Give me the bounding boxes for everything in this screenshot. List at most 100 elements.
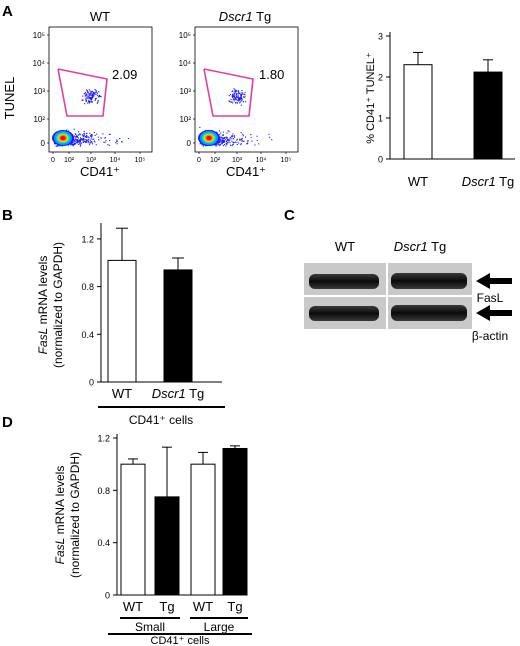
flow-event-dot xyxy=(225,145,227,147)
flow-event-dot xyxy=(240,104,242,106)
flow-event-dot xyxy=(239,138,241,140)
flow-event-dot xyxy=(75,133,77,135)
flow-event-dot xyxy=(103,141,105,143)
flow-event-dot xyxy=(219,143,221,145)
blot-col-wt: WT xyxy=(335,239,355,254)
flow-event-dot xyxy=(67,144,69,146)
flow-event-dot xyxy=(240,98,242,100)
flow-event-dot xyxy=(235,98,237,100)
flow-event-dot xyxy=(86,89,88,91)
bar-2 xyxy=(190,463,216,596)
category-label-0: WT xyxy=(408,174,428,189)
panel-d-letter: D xyxy=(2,414,13,431)
flow-event-dot xyxy=(80,143,82,145)
flow-event-dot xyxy=(91,90,93,92)
flow-event-dot xyxy=(107,144,109,146)
flow-event-dot xyxy=(91,101,93,103)
flow-event-dot xyxy=(85,100,87,102)
flow-event-dot xyxy=(221,139,223,141)
flow-event-dot xyxy=(79,137,81,139)
flow-event-dot xyxy=(116,141,118,143)
flow-event-dot xyxy=(233,95,235,97)
flow-event-dot xyxy=(93,131,95,133)
flow-event-dot xyxy=(89,98,91,100)
flow-left-gate xyxy=(57,68,108,117)
flow-event-dot xyxy=(245,101,247,103)
flow-event-dot xyxy=(85,136,87,138)
flow-event-dot xyxy=(233,91,235,93)
flow-event-dot xyxy=(81,138,83,140)
category-label-3: Tg xyxy=(227,599,242,614)
flow-event-dot xyxy=(237,97,239,99)
flow-event-dot xyxy=(77,139,79,141)
flow-event-dot xyxy=(76,142,78,144)
flow-event-dot xyxy=(78,142,80,144)
flow-event-dot xyxy=(84,92,86,94)
flow-event-dot xyxy=(230,101,232,103)
flow-event-dot xyxy=(220,132,222,134)
flow-event-dot xyxy=(78,141,80,143)
flow-event-dot xyxy=(96,102,98,104)
flow-event-dot xyxy=(238,93,240,95)
category-label-italic: Dscr1 xyxy=(152,386,186,401)
flow-event-dot xyxy=(85,97,87,99)
flow-event-dot xyxy=(241,140,243,142)
flow-event-dot xyxy=(225,143,227,145)
flow-event-dot xyxy=(80,138,82,140)
flow-event-dot xyxy=(241,90,243,92)
flow-event-dot xyxy=(89,139,91,141)
flow-event-dot xyxy=(228,140,230,142)
flow-event-dot xyxy=(232,93,234,95)
flow-event-dot xyxy=(229,101,231,103)
flow-event-dot xyxy=(80,139,82,141)
flow-event-dot xyxy=(240,143,242,145)
flow-event-dot xyxy=(79,134,81,136)
flow-event-dot xyxy=(55,145,57,147)
flow-xtick-label: 10⁴ xyxy=(256,157,267,164)
flow-event-dot xyxy=(234,95,236,97)
category-label-1: Tg xyxy=(159,599,174,614)
flow-event-dot xyxy=(82,135,84,137)
flow-event-dot xyxy=(199,126,201,128)
flow-event-dot xyxy=(219,138,221,140)
flow-event-dot xyxy=(235,89,237,91)
flow-event-dot xyxy=(83,133,85,135)
flow-xtick-label: 10⁵ xyxy=(135,157,146,164)
flow-event-dot xyxy=(74,142,76,144)
flow-event-dot xyxy=(84,141,86,143)
flow-event-dot xyxy=(239,98,241,100)
flow-event-dot xyxy=(227,140,229,142)
flow-ytick-label: 10⁵ xyxy=(179,31,191,40)
flow-event-dot xyxy=(234,141,236,143)
flow-event-dot xyxy=(90,136,92,138)
flow-event-dot xyxy=(97,101,99,103)
flow-event-dot xyxy=(93,93,95,95)
flow-event-dot xyxy=(237,99,239,101)
blot-band-wt-fasl xyxy=(309,274,379,289)
flow-event-dot xyxy=(236,139,238,141)
bar-0 xyxy=(403,64,433,160)
flow-event-dot xyxy=(75,136,77,138)
flow-event-dot xyxy=(222,139,224,141)
flow-event-dot xyxy=(85,141,87,143)
flow-event-dot xyxy=(230,144,232,146)
flow-event-dot xyxy=(219,136,221,138)
flow-event-dot xyxy=(88,137,90,139)
flow-event-dot xyxy=(220,140,222,142)
chart-d-ylabel-line2: (normalized to GAPDH) xyxy=(68,452,82,578)
flow-xtick-label: 10² xyxy=(64,157,75,164)
flow-event-dot xyxy=(231,140,233,142)
flow-event-dot xyxy=(94,93,96,95)
flow-event-dot xyxy=(238,97,240,99)
flow-event-dot xyxy=(231,138,233,140)
flow-event-dot xyxy=(232,143,234,145)
flow-event-dot xyxy=(221,139,223,141)
flow-event-dot xyxy=(222,131,224,133)
flow-event-dot xyxy=(88,100,90,102)
blot-label-fasl: FasL xyxy=(477,291,504,305)
flow-event-dot xyxy=(239,101,241,103)
flow-right-yticks: 10⁵ 10⁴ 10³ 10² 0 xyxy=(179,31,195,148)
flow-event-dot xyxy=(88,89,90,91)
flow-event-dot xyxy=(224,144,226,146)
